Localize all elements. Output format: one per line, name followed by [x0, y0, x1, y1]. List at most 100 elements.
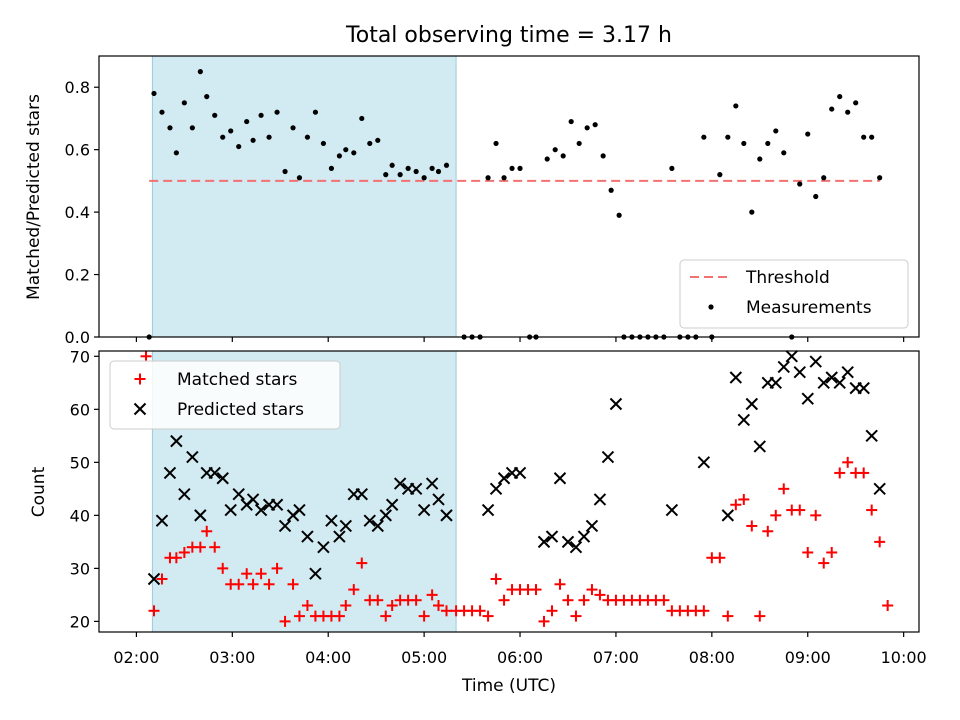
measurement-point — [877, 175, 883, 181]
predicted-star-point — [170, 434, 183, 448]
predicted-star-point — [393, 477, 407, 490]
measurement-point — [320, 140, 327, 147]
predicted-star-point — [363, 514, 376, 527]
top-y-ticks: 0.0 0.2 0.4 0.6 0.8 — [65, 78, 99, 347]
top-y-tick-label: 0.2 — [65, 266, 90, 285]
predicted-star-point — [785, 350, 798, 363]
matched-star-point — [586, 584, 598, 596]
predicted-star-point — [817, 376, 830, 390]
matched-star-point — [826, 546, 838, 558]
measurement-point — [236, 143, 242, 150]
measurement-point — [829, 106, 835, 112]
measurement-point — [397, 172, 403, 178]
matched-star-point — [722, 610, 734, 622]
matched-star-point — [498, 594, 510, 606]
matched-star-point — [441, 605, 453, 617]
matched-star-point — [255, 568, 267, 580]
measurement-point — [576, 140, 582, 147]
measurement-point — [781, 150, 787, 156]
chart-title: Total observing time = 3.17 h — [345, 23, 672, 48]
predicted-star-point — [371, 519, 384, 533]
matched-star-point — [140, 350, 152, 362]
measurement-point — [797, 181, 803, 187]
predicted-star-point — [609, 397, 623, 411]
predicted-star-point — [417, 503, 431, 517]
predicted-star-point — [481, 503, 495, 517]
measurement-point — [304, 134, 311, 140]
measurement-point — [869, 134, 875, 140]
measurement-point — [189, 125, 195, 131]
matched-star-point — [410, 594, 422, 606]
bottom-y-tick-label: 40 — [70, 506, 90, 525]
matched-star-point — [293, 610, 305, 622]
bottom-x-ticks: 02:00 03:00 04:00 05:00 06:00 07:00 08:00 09:00… — [113, 632, 927, 667]
predicted-star-point — [841, 366, 854, 379]
predicted-star-point — [825, 371, 838, 384]
measurement-point — [359, 115, 365, 122]
predicted-star-point — [753, 440, 767, 453]
matched-star-point — [762, 525, 774, 537]
measurement-point — [383, 172, 389, 178]
matched-star-point — [490, 573, 502, 585]
predicted-star-point — [873, 482, 886, 496]
predicted-star-point — [293, 503, 306, 517]
predicted-star-point — [489, 482, 503, 496]
measurement-point — [733, 103, 739, 109]
matched-star-point — [658, 594, 670, 606]
matched-star-point — [356, 557, 368, 569]
legend-predicted-marker — [133, 402, 147, 416]
matched-star-point — [538, 615, 550, 627]
matched-star-point — [578, 594, 590, 606]
measurement-point — [861, 134, 867, 140]
measurement-point — [220, 134, 226, 140]
predicted-star-point — [178, 487, 191, 501]
measurement-point — [560, 153, 566, 159]
top-y-tick-label: 0.6 — [65, 141, 90, 160]
bottom-panel: 20 30 40 50 60 70 02:00 03:00 04:00 05:00 06:00 07… — [29, 347, 927, 696]
bottom-legend: Matched stars Predicted stars — [109, 360, 341, 430]
matched-star-point — [738, 493, 750, 505]
measurement-point — [805, 131, 811, 137]
measurement-point — [435, 168, 442, 175]
matched-star-point — [746, 520, 758, 532]
matched-star-point — [818, 557, 830, 569]
measurement-point — [328, 165, 335, 171]
measurement-point — [853, 100, 859, 106]
measurement-point — [813, 193, 819, 200]
measurement-point — [244, 118, 250, 125]
top-y-axis-label: Matched/Predicted stars — [24, 94, 44, 300]
matched-star-point — [279, 615, 291, 627]
matched-star-point — [156, 573, 168, 585]
bottom-y-tick-label: 20 — [70, 612, 90, 631]
bottom-y-tick-label: 60 — [70, 400, 90, 419]
matched-star-point — [874, 536, 886, 548]
measurement-point — [544, 156, 550, 162]
matched-star-point — [714, 552, 726, 564]
x-tick-label: 09:00 — [785, 648, 831, 667]
legend-threshold-label: Threshold — [745, 268, 830, 288]
predicted-star-point — [317, 540, 330, 554]
measurement-point — [258, 112, 264, 118]
predicted-star-point — [729, 371, 743, 384]
measurement-point — [837, 93, 843, 100]
measurement-point — [749, 209, 755, 215]
matched-star-point — [178, 546, 190, 558]
predicted-star-point — [254, 503, 268, 517]
measurement-point — [701, 134, 707, 140]
predicted-star-point — [409, 482, 423, 496]
bottom-legend-box — [109, 360, 341, 430]
top-y-tick-label: 0.8 — [65, 78, 90, 97]
measurement-point — [845, 109, 851, 115]
measurement-point — [212, 112, 218, 118]
predicted-star-point — [513, 466, 527, 480]
bottom-y-tick-label: 50 — [70, 453, 90, 472]
predicted-stars-series — [147, 350, 886, 586]
predicted-star-point — [163, 466, 177, 480]
measurement-point — [375, 137, 381, 143]
matched-star-point — [562, 594, 574, 606]
top-highlight-span — [151, 55, 457, 338]
measurement-point — [250, 137, 256, 143]
predicted-star-point — [385, 498, 399, 511]
measurement-point — [517, 165, 523, 171]
